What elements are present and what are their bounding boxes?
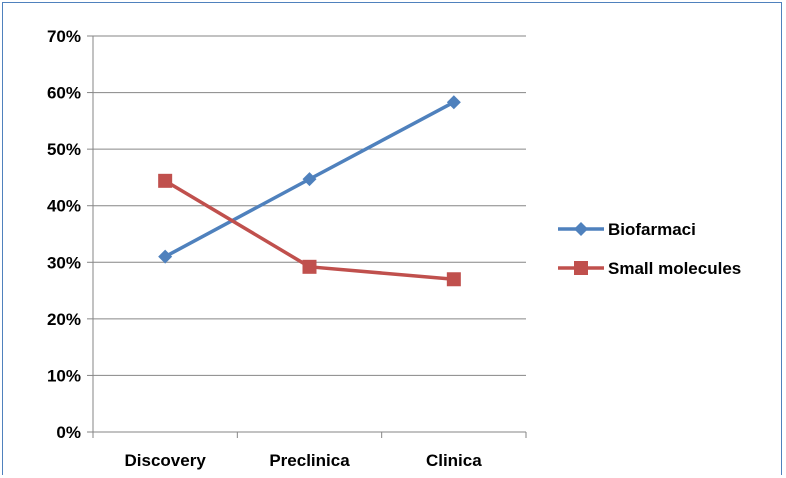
y-tick-label: 50% [47, 140, 81, 159]
legend-label: Small molecules [608, 259, 741, 278]
legend-marker [574, 222, 588, 236]
legend: Biofarmaci Small molecules [558, 220, 741, 278]
data-point [446, 95, 461, 110]
axes [92, 36, 527, 438]
series-small-molecules [158, 173, 461, 287]
x-tick-label: Preclinica [269, 451, 350, 470]
series-layer [158, 95, 461, 287]
y-tick-label: 30% [47, 253, 81, 272]
gridlines [87, 35, 526, 433]
y-tick-label: 0% [56, 423, 81, 442]
y-tick-label: 40% [47, 197, 81, 216]
data-point [158, 249, 173, 264]
data-point [158, 173, 173, 188]
legend-marker [574, 261, 588, 275]
y-tick-label: 20% [47, 310, 81, 329]
x-tick-labels: Discovery Preclinica Clinica [125, 451, 483, 470]
y-tick-label: 70% [47, 27, 81, 46]
y-tick-labels: 0% 10% 20% 30% 40% 50% 60% 70% [47, 27, 81, 442]
legend-item: Biofarmaci [558, 220, 696, 239]
x-tick-label: Clinica [426, 451, 482, 470]
y-tick-label: 10% [47, 366, 81, 385]
data-point [446, 272, 461, 287]
legend-item: Small molecules [558, 259, 741, 278]
series-biofarmaci [158, 95, 461, 264]
data-point [302, 172, 317, 187]
data-point [302, 259, 317, 274]
y-tick-label: 60% [47, 84, 81, 103]
x-tick-label: Discovery [125, 451, 207, 470]
legend-label: Biofarmaci [608, 220, 696, 239]
